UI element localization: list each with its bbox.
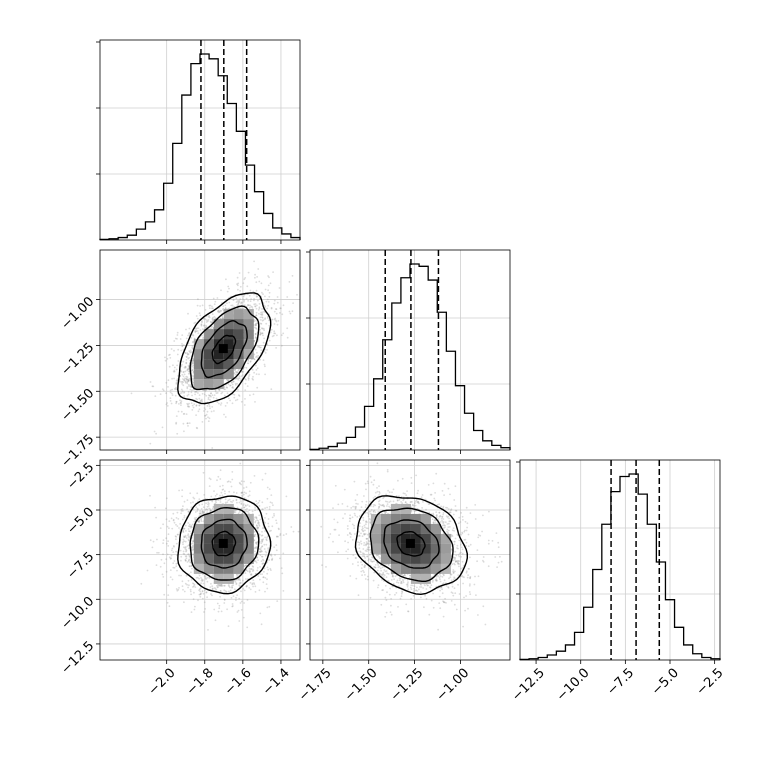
panel-frame xyxy=(309,249,511,451)
x-tick-label: −1.75 xyxy=(296,666,335,705)
x-tick-label: −1.4 xyxy=(260,666,293,699)
scatter-panel-1-0: −1.75 −1.50 −1.25 −1.00 xyxy=(59,249,301,471)
x-tick-label: −1.00 xyxy=(434,666,473,705)
y-tick-label: −5.0 xyxy=(64,505,97,538)
density-peak xyxy=(405,538,415,548)
panel-frame xyxy=(309,459,511,661)
histogram-step xyxy=(99,53,301,241)
contour-line xyxy=(200,320,248,379)
y-tick-label: −1.75 xyxy=(59,432,98,471)
contour-line xyxy=(177,495,272,595)
x-tick-label: −10.0 xyxy=(554,666,593,705)
y-tick-label: −10.0 xyxy=(59,594,98,633)
density-blocks xyxy=(193,503,254,584)
x-tick-label: −1.50 xyxy=(342,666,381,705)
histogram-panel-2: −12.5 −10.0 −7.5 −5.0 −2.5 xyxy=(509,459,727,705)
density-peak xyxy=(218,538,228,548)
x-tick-label: −7.5 xyxy=(604,666,637,699)
contour-line xyxy=(200,518,248,569)
panel-frame xyxy=(99,249,301,451)
panel-frame xyxy=(99,459,301,661)
contour-line xyxy=(177,292,272,405)
x-tick-label: −1.25 xyxy=(388,666,427,705)
histogram-step xyxy=(519,473,721,661)
histogram-step xyxy=(309,263,511,451)
scatter-panel-2-0: −2.0 −1.8 −1.6 −1.4−12.5−10.0−7.5−5.0−2.5 xyxy=(59,459,301,699)
contour-line xyxy=(211,530,237,557)
histogram-panel-0 xyxy=(96,39,301,244)
x-tick-label: −2.5 xyxy=(694,666,727,699)
x-tick-label: −1.6 xyxy=(222,666,255,699)
contour-line xyxy=(369,507,454,582)
y-tick-label: −1.25 xyxy=(59,340,98,379)
contour-line xyxy=(189,305,260,391)
density-peak xyxy=(218,344,228,354)
x-tick-label: −5.0 xyxy=(649,666,682,699)
y-tick-label: −1.00 xyxy=(59,294,98,333)
x-tick-label: −1.8 xyxy=(184,666,217,699)
y-tick-label: −7.5 xyxy=(64,549,97,582)
panel-frame xyxy=(519,459,721,661)
histogram-panel-1 xyxy=(306,249,511,454)
contour-line xyxy=(354,495,468,596)
contour-line xyxy=(383,519,440,569)
contour-line xyxy=(211,334,237,365)
x-tick-label: −12.5 xyxy=(509,666,548,705)
y-tick-label: −12.5 xyxy=(59,639,98,678)
scatter-panel-2-1: −1.75 −1.50 −1.25 −1.00 xyxy=(296,459,511,705)
y-tick-label: −1.50 xyxy=(59,386,98,425)
contour-line xyxy=(189,506,260,581)
panel-frame xyxy=(99,39,301,241)
x-tick-label: −2.0 xyxy=(146,666,179,699)
contour-line xyxy=(396,531,426,557)
